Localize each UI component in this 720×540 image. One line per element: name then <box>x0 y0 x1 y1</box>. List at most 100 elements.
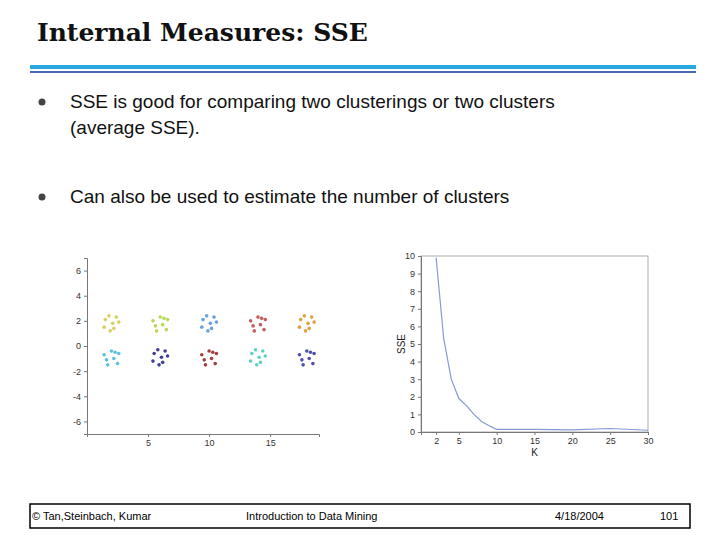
y-tick-mark <box>418 432 421 433</box>
footer-text: © Tan,Steinbach, Kumar <box>32 510 152 522</box>
point <box>102 353 106 357</box>
point <box>162 317 166 321</box>
point <box>259 323 263 327</box>
x-tick-mark <box>436 432 437 435</box>
cluster-points <box>200 349 218 366</box>
point <box>161 361 165 365</box>
cluster-points <box>200 314 218 333</box>
point <box>207 349 211 353</box>
point <box>205 314 209 318</box>
point <box>263 318 267 322</box>
point <box>298 325 302 329</box>
point <box>166 318 170 322</box>
point <box>211 350 215 354</box>
footer-text: 4/18/2004 <box>555 510 604 522</box>
x-tick: 2 <box>434 432 439 446</box>
point <box>307 357 311 361</box>
footer-box <box>30 504 690 528</box>
y-tick: 8 <box>410 287 421 297</box>
x-axis-line <box>422 433 649 436</box>
y-tick-label: -4 <box>73 392 81 402</box>
bullet-text: (average SSE). <box>70 117 200 138</box>
x-tick: 10 <box>492 432 502 446</box>
point <box>202 358 206 362</box>
point <box>263 354 267 358</box>
y-tick: 9 <box>410 269 421 279</box>
x-tick-label: 2 <box>434 436 439 446</box>
x-axis-title: K <box>531 447 538 458</box>
point <box>299 318 303 322</box>
y-tick-mark <box>84 396 87 397</box>
point <box>166 354 170 358</box>
y-tick: -2 <box>73 367 87 377</box>
point <box>117 352 121 356</box>
x-tick-label: 20 <box>568 436 578 446</box>
x-tick-mark <box>610 432 611 435</box>
point <box>201 318 205 322</box>
point <box>112 327 116 331</box>
scatter-chart: 51015-6-4-20246 <box>73 259 320 449</box>
y-tick-mark <box>84 371 87 372</box>
point <box>151 359 155 363</box>
y-tick-label: 8 <box>410 287 415 297</box>
y-tick-mark <box>418 274 421 275</box>
point <box>160 356 164 360</box>
y-tick-mark <box>418 326 421 327</box>
y-tick-mark <box>84 321 87 322</box>
x-tick-mark <box>148 434 149 437</box>
footer-text: Introduction to Data Mining <box>246 510 377 522</box>
point <box>110 349 114 353</box>
x-tick-label: 5 <box>146 438 151 448</box>
point <box>165 328 169 332</box>
point <box>115 315 119 319</box>
point <box>161 323 165 327</box>
x-tick-label: 25 <box>606 436 616 446</box>
x-tick: 5 <box>457 432 462 446</box>
y-tick-label: 9 <box>410 269 415 279</box>
y-tick: 2 <box>410 392 421 402</box>
y-tick-mark <box>418 344 421 345</box>
point <box>210 327 214 331</box>
x-tick-label: 30 <box>643 436 653 446</box>
point <box>102 325 106 329</box>
y-tick-label: -6 <box>73 417 81 427</box>
y-tick: 7 <box>410 304 421 314</box>
point <box>215 320 219 324</box>
point <box>251 324 255 328</box>
point <box>200 325 204 329</box>
point <box>310 315 314 319</box>
title-bar <box>30 65 696 69</box>
point <box>255 363 259 367</box>
point <box>204 363 208 367</box>
point <box>261 349 265 353</box>
point <box>206 329 210 333</box>
point <box>200 353 204 357</box>
y-axis-line <box>84 259 88 435</box>
y-tick-mark <box>84 421 87 422</box>
y-tick: 6 <box>410 322 421 332</box>
y-tick: 2 <box>76 316 87 326</box>
y-tick-label: 0 <box>76 341 81 351</box>
y-tick: 10 <box>405 251 421 261</box>
point <box>116 362 120 366</box>
point <box>112 357 116 361</box>
cluster-points <box>249 315 267 332</box>
bullet-dot <box>39 194 46 201</box>
point <box>306 322 310 326</box>
y-tick-label: 5 <box>410 339 415 349</box>
x-tick: 30 <box>643 432 653 446</box>
point <box>105 358 109 362</box>
x-tick-label: 10 <box>492 436 502 446</box>
cluster-points <box>298 314 316 333</box>
y-axis: 012345678910 <box>405 251 422 437</box>
point <box>309 350 313 354</box>
y-tick: 5 <box>410 339 421 349</box>
point <box>305 349 309 353</box>
y-tick-label: 6 <box>410 322 415 332</box>
x-tick-mark <box>270 434 271 437</box>
point <box>111 322 115 326</box>
x-tick-mark <box>459 432 460 435</box>
y-tick-label: 2 <box>76 316 81 326</box>
y-tick-mark <box>84 271 87 272</box>
bullet-text: SSE is good for comparing two clustering… <box>70 91 555 112</box>
